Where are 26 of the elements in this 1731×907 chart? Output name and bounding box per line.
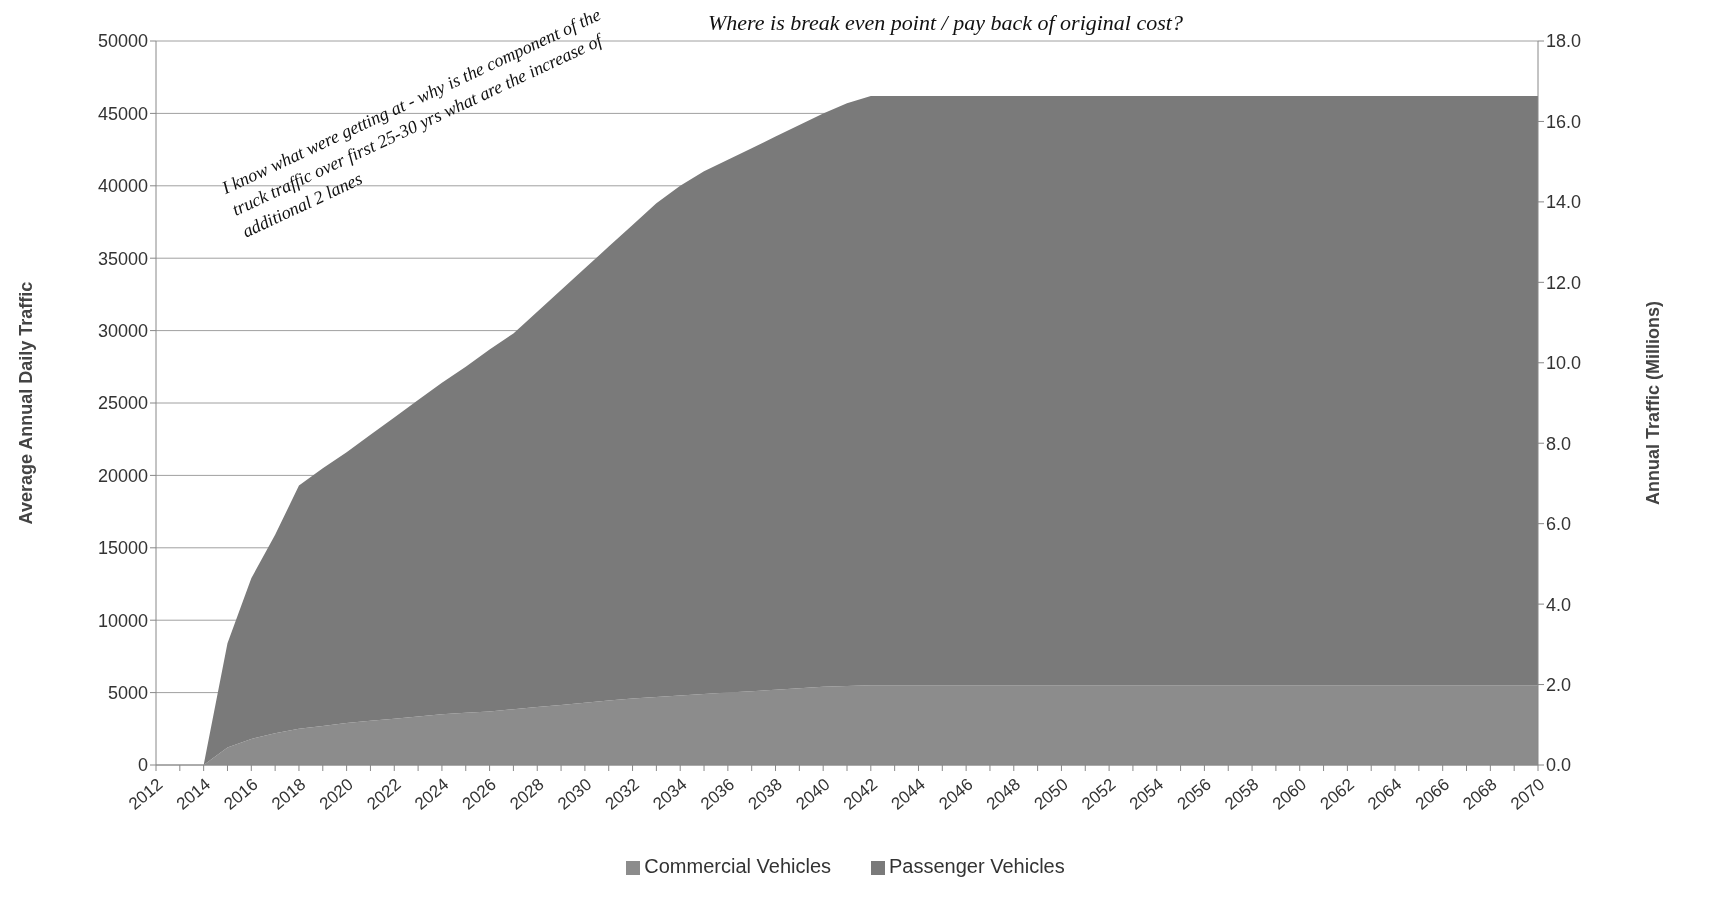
y-tick-label: 0 <box>137 755 148 776</box>
y2-tick-label: 10.0 <box>1546 353 1582 374</box>
y-tick-label: 30000 <box>97 320 148 341</box>
y2-tick-label: 14.0 <box>1546 192 1582 213</box>
legend-label: Passenger Vehicles <box>889 855 1065 877</box>
y-tick-label: 40000 <box>97 176 148 197</box>
y-tick-label: 50000 <box>97 31 148 52</box>
y2-axis-title: Annual Traffic (Millions) <box>1643 300 1664 506</box>
y2-tick-label: 18.0 <box>1546 31 1582 52</box>
y2-tick-label: 2.0 <box>1546 674 1572 695</box>
y-tick-label: 25000 <box>97 393 148 414</box>
y-tick-label: 5000 <box>107 682 148 703</box>
y-axis-title: Average Annual Daily Traffic <box>16 281 37 525</box>
y-tick-label: 20000 <box>97 465 148 486</box>
y2-tick-label: 0.0 <box>1546 755 1572 776</box>
y2-tick-label: 8.0 <box>1546 433 1572 454</box>
y2-tick-label: 6.0 <box>1546 514 1572 535</box>
legend-label: Commercial Vehicles <box>644 855 832 877</box>
y-tick-label: 35000 <box>97 248 148 269</box>
y2-tick-label: 12.0 <box>1546 272 1582 293</box>
y2-tick-label: 16.0 <box>1546 111 1582 132</box>
y-tick-label: 10000 <box>97 610 148 631</box>
y-tick-label: 45000 <box>97 103 148 124</box>
text: Where is break even point / pay back of original cost? <box>708 10 1183 35</box>
y-tick-label: 15000 <box>97 538 148 559</box>
y2-tick-label: 4.0 <box>1546 594 1572 615</box>
